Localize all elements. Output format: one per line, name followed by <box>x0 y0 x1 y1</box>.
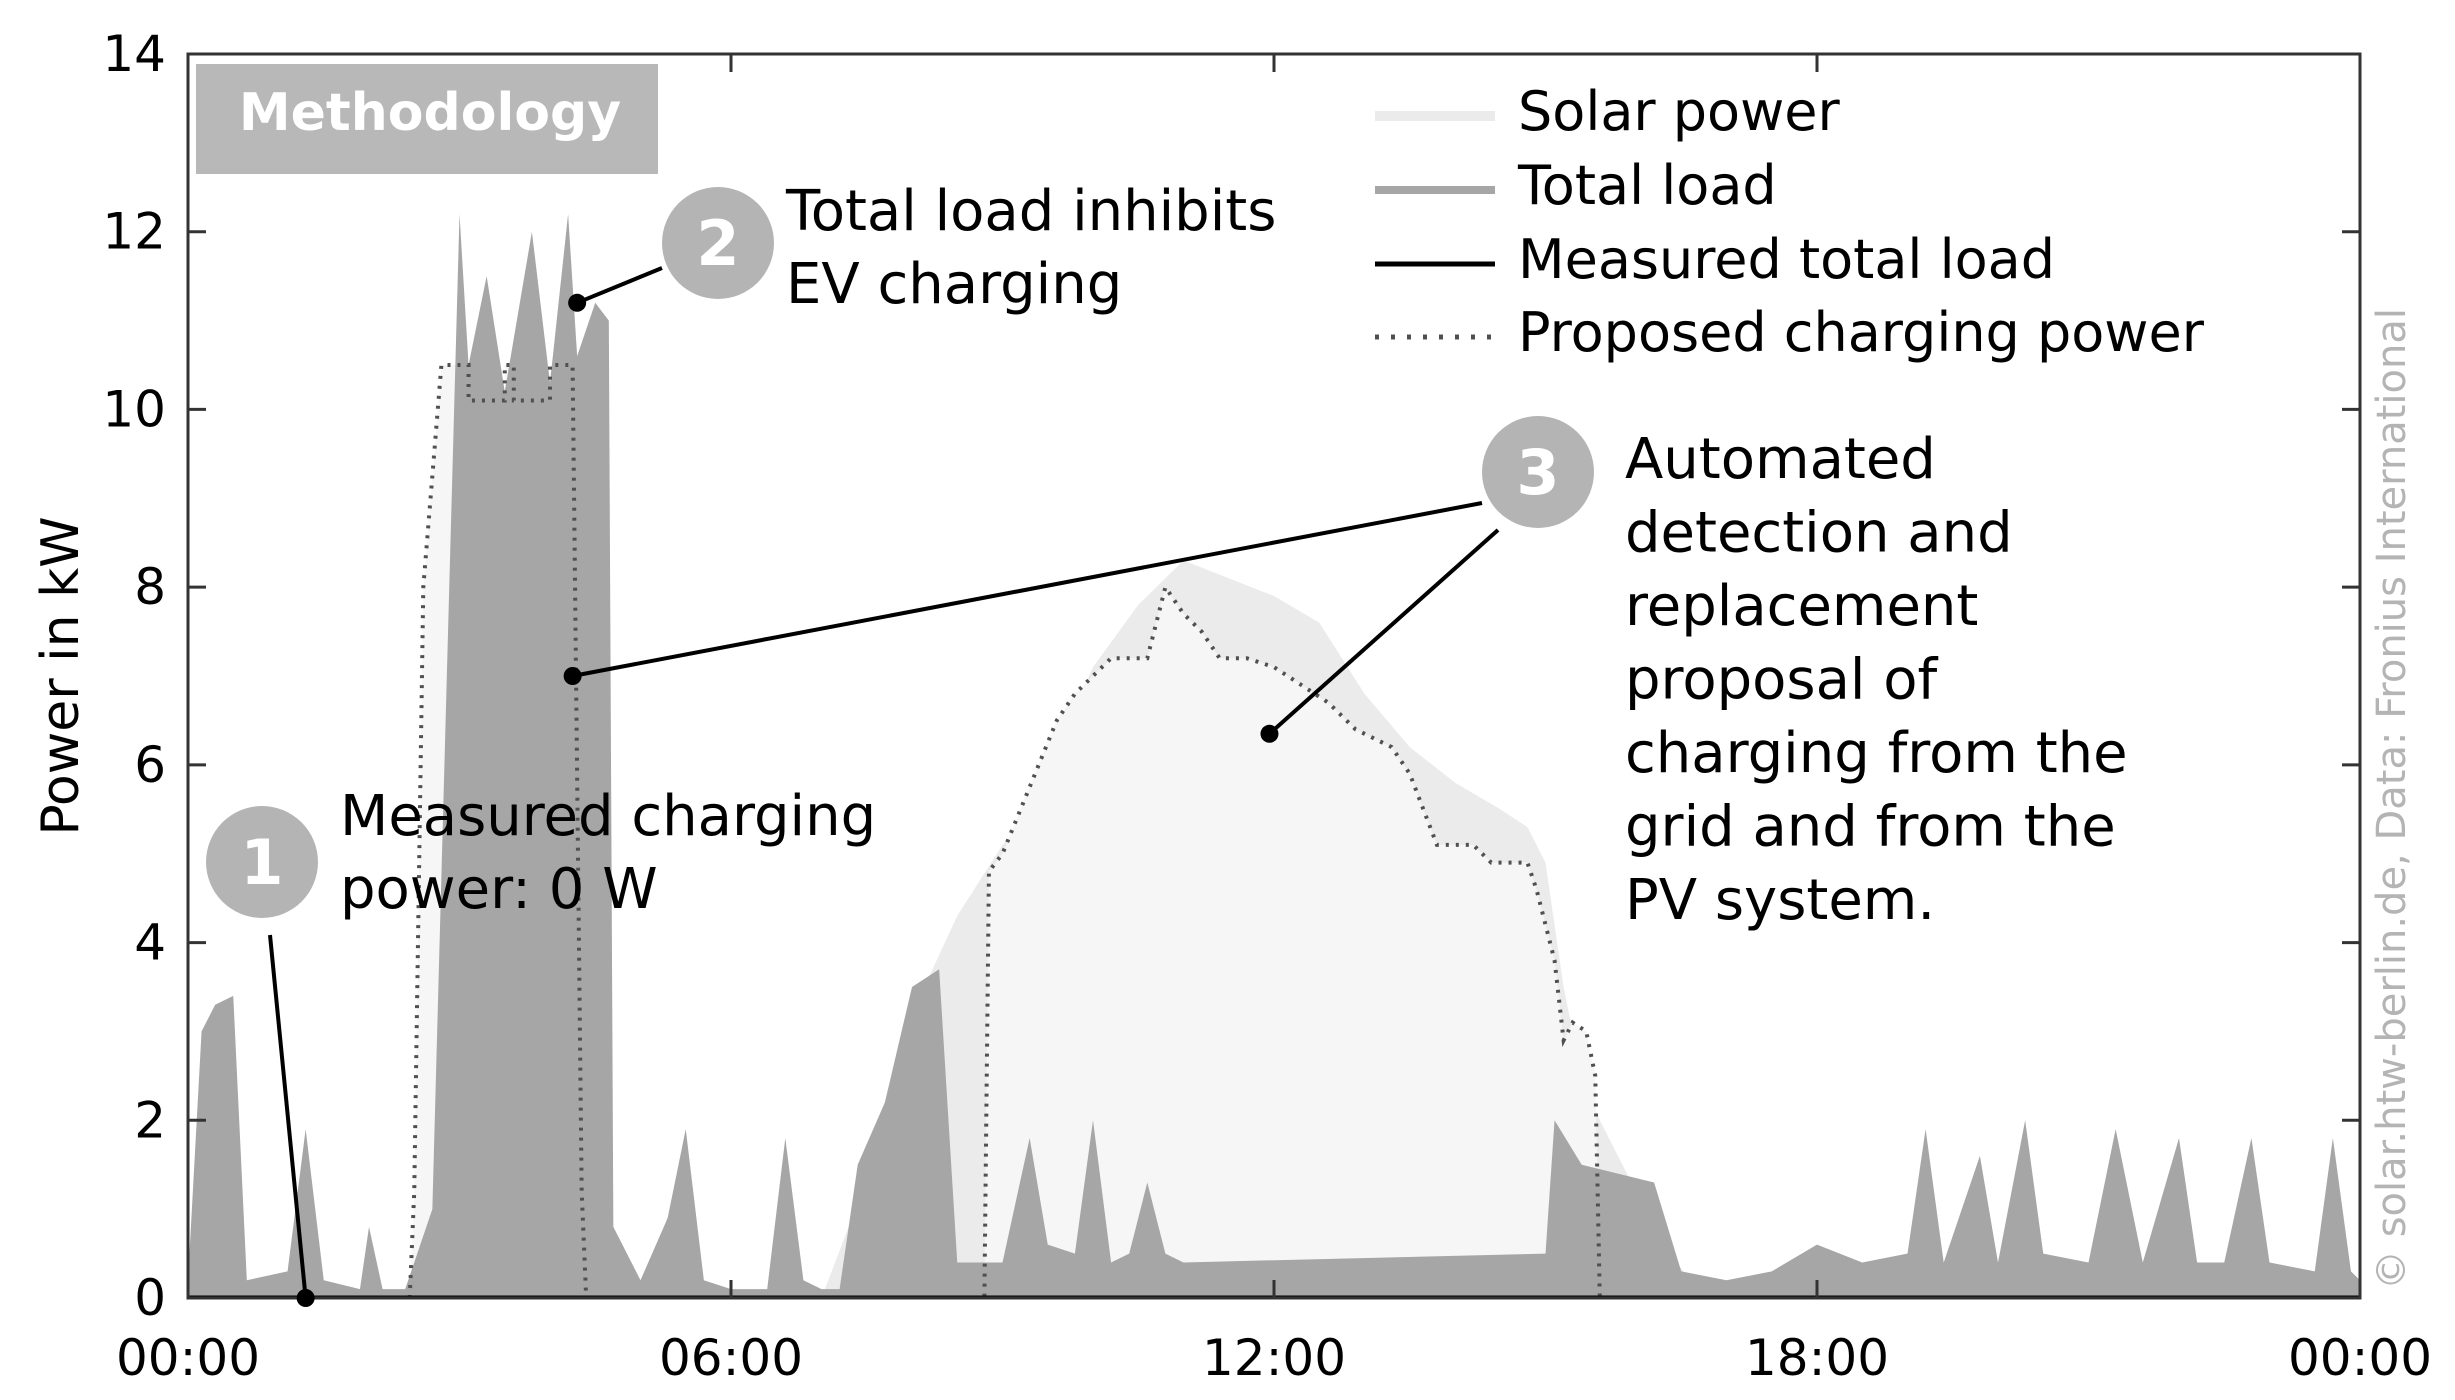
annotation-text: grid and from the <box>1625 795 2116 860</box>
annotation-text: proposal of <box>1625 648 1939 713</box>
annotation-leader <box>572 501 1483 678</box>
plot-area <box>188 213 2360 1298</box>
annotation-dot <box>563 667 582 685</box>
annotation-text: PV system. <box>1625 868 1935 933</box>
legend-label: Solar power <box>1518 80 1840 143</box>
annotation-text: detection and <box>1625 501 2013 566</box>
annotation-text: replacement <box>1625 574 1978 639</box>
y-tick-label: 12 <box>102 203 166 261</box>
annotation-marker <box>206 806 318 918</box>
y-tick-label: 4 <box>134 914 166 972</box>
methodology-badge-label: Methodology <box>239 83 621 143</box>
annotation-text: Measured charging <box>340 784 876 849</box>
annotation-marker-label: 2 <box>696 207 739 280</box>
annotation-text: power: 0 W <box>340 857 658 922</box>
annotation-leader <box>268 934 308 1299</box>
y-tick-label: 0 <box>134 1269 166 1327</box>
annotation-text: Automated <box>1625 427 1936 492</box>
annotation-dot <box>568 293 587 312</box>
annotation-marker-label: 3 <box>1516 436 1559 509</box>
methodology-badge-box <box>196 64 658 174</box>
annotation-text: Total load inhibits <box>785 179 1276 244</box>
annotation-marker <box>1482 416 1594 528</box>
annotation-leader <box>576 266 663 305</box>
y-tick-label: 14 <box>102 25 166 83</box>
y-tick-label: 8 <box>134 558 166 616</box>
legend: Solar power Total load Measured total load… <box>1375 80 2205 364</box>
methodology-badge: Methodology <box>196 64 658 174</box>
x-tick-label: 12:00 <box>1202 1329 1346 1387</box>
x-tick-label: 06:00 <box>659 1329 803 1387</box>
annotation-marker-label: 1 <box>240 826 283 899</box>
y-tick-label: 2 <box>134 1091 166 1149</box>
annotation-marker <box>662 187 774 299</box>
x-tick-label: 00:00 <box>116 1329 260 1387</box>
annotation-text: EV charging <box>786 252 1122 317</box>
y-axis-label: Power in kW <box>31 516 91 835</box>
watermark: © solar.htw-berlin.de, Data: Fronius Int… <box>2369 308 2415 1290</box>
annotations: 1 Measured charging power: 0 W 2 Total load … <box>206 179 2128 1307</box>
y-tick-label: 6 <box>134 736 166 794</box>
annotation-dot <box>1260 724 1279 743</box>
annotation-dot <box>296 1289 315 1307</box>
proposed-charging-fill <box>409 365 2360 1298</box>
annotation-text: charging from the <box>1625 721 2128 786</box>
legend-label: Measured total load <box>1518 228 2055 291</box>
legend-label: Proposed charging power <box>1518 301 2205 364</box>
proposed-charging-line <box>407 363 2360 1298</box>
x-tick-label: 00:00 <box>2288 1329 2432 1387</box>
y-tick-label: 10 <box>102 380 166 438</box>
x-axis: 00:00 06:00 12:00 18:00 00:00 <box>116 54 2432 1387</box>
legend-label: Total load <box>1517 154 1777 217</box>
x-tick-label: 18:00 <box>1745 1329 1889 1387</box>
annotation-leader <box>1268 528 1500 736</box>
